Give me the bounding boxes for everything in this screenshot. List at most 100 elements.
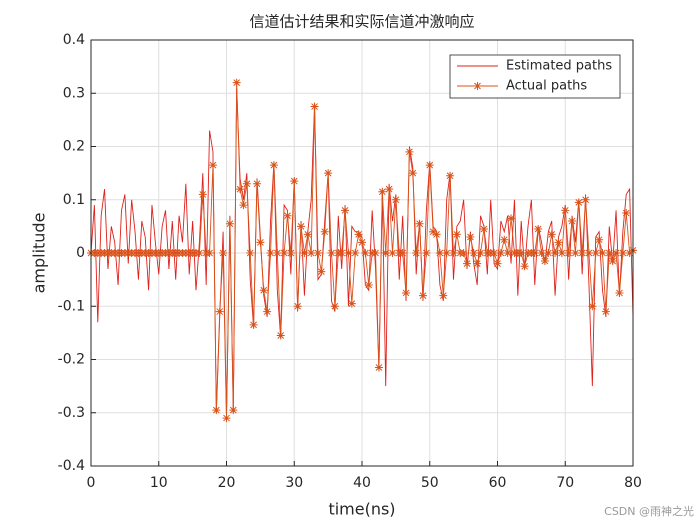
marker bbox=[286, 249, 295, 257]
marker bbox=[588, 302, 597, 311]
marker bbox=[490, 249, 499, 257]
marker bbox=[405, 147, 414, 156]
x-tick-label: 20 bbox=[218, 475, 236, 491]
y-tick-label: 0.1 bbox=[63, 192, 85, 208]
marker bbox=[364, 280, 373, 289]
marker bbox=[584, 249, 593, 257]
marker bbox=[337, 249, 346, 257]
marker bbox=[212, 406, 221, 415]
marker bbox=[425, 161, 434, 170]
y-tick-label: 0 bbox=[76, 245, 85, 261]
marker bbox=[540, 256, 549, 265]
marker bbox=[622, 209, 631, 218]
marker bbox=[564, 249, 573, 257]
marker bbox=[469, 249, 478, 257]
marker bbox=[225, 219, 234, 228]
marker bbox=[412, 249, 421, 257]
marker bbox=[232, 78, 241, 87]
marker bbox=[219, 249, 228, 257]
y-tick-label: 0.4 bbox=[63, 32, 85, 48]
marker bbox=[354, 230, 363, 239]
marker bbox=[530, 249, 539, 257]
marker bbox=[347, 299, 356, 308]
marker bbox=[300, 249, 309, 257]
marker bbox=[554, 238, 563, 247]
marker bbox=[246, 249, 255, 257]
marker bbox=[341, 206, 350, 215]
x-tick-label: 40 bbox=[353, 475, 371, 491]
marker bbox=[388, 249, 397, 257]
legend-marker bbox=[473, 82, 482, 90]
marker bbox=[618, 249, 627, 257]
marker bbox=[358, 238, 366, 247]
marker bbox=[561, 206, 570, 215]
marker bbox=[385, 185, 394, 194]
marker bbox=[198, 190, 207, 199]
marker bbox=[276, 331, 285, 340]
marker bbox=[269, 161, 278, 170]
marker bbox=[290, 177, 299, 186]
marker bbox=[259, 286, 268, 295]
marker bbox=[476, 249, 485, 257]
marker bbox=[574, 198, 583, 207]
y-axis-label: amplitude bbox=[30, 213, 49, 294]
marker bbox=[625, 249, 634, 257]
marker bbox=[578, 249, 587, 257]
marker bbox=[249, 320, 258, 329]
marker bbox=[252, 179, 261, 188]
marker bbox=[605, 249, 614, 257]
x-tick-label: 80 bbox=[624, 475, 642, 491]
marker bbox=[568, 217, 577, 226]
marker bbox=[408, 169, 417, 178]
marker bbox=[371, 249, 380, 257]
marker bbox=[463, 259, 472, 268]
legend-label: Estimated paths bbox=[506, 59, 612, 74]
marker bbox=[327, 249, 336, 257]
marker bbox=[422, 249, 431, 257]
marker bbox=[432, 230, 441, 239]
marker bbox=[381, 249, 390, 257]
marker bbox=[266, 249, 275, 257]
marker bbox=[310, 102, 319, 111]
y-tick-label: -0.3 bbox=[58, 405, 85, 421]
marker bbox=[612, 249, 621, 257]
marker bbox=[239, 201, 248, 210]
marker bbox=[473, 259, 482, 268]
marker bbox=[415, 219, 424, 228]
marker bbox=[493, 259, 502, 268]
marker bbox=[459, 249, 468, 257]
marker bbox=[534, 225, 543, 234]
marker bbox=[496, 249, 505, 257]
legend-box bbox=[449, 54, 621, 99]
y-tick-label: 0.3 bbox=[63, 85, 85, 101]
marker bbox=[507, 214, 516, 223]
chart-title: 信道估计结果和实际信道冲激响应 bbox=[249, 13, 474, 31]
marker bbox=[242, 179, 251, 188]
marker bbox=[418, 291, 427, 300]
marker bbox=[361, 249, 370, 257]
marker bbox=[330, 302, 339, 311]
marker bbox=[208, 161, 217, 170]
marker bbox=[537, 249, 546, 257]
marker bbox=[435, 249, 444, 257]
x-tick-label: 30 bbox=[285, 475, 303, 491]
marker bbox=[313, 249, 322, 257]
y-tick-label: -0.4 bbox=[58, 458, 85, 474]
marker bbox=[601, 307, 610, 316]
marker bbox=[547, 230, 556, 239]
y-tick-label: -0.1 bbox=[58, 298, 85, 314]
marker bbox=[503, 249, 512, 257]
marker bbox=[297, 222, 306, 231]
marker bbox=[317, 267, 326, 276]
marker bbox=[391, 195, 400, 204]
marker bbox=[374, 363, 383, 372]
marker bbox=[229, 406, 238, 415]
marker bbox=[581, 195, 590, 204]
marker bbox=[449, 249, 458, 257]
marker bbox=[442, 249, 451, 257]
marker bbox=[344, 249, 353, 257]
marker bbox=[452, 230, 461, 239]
marker bbox=[402, 288, 411, 297]
marker bbox=[557, 249, 566, 257]
marker bbox=[351, 249, 360, 257]
